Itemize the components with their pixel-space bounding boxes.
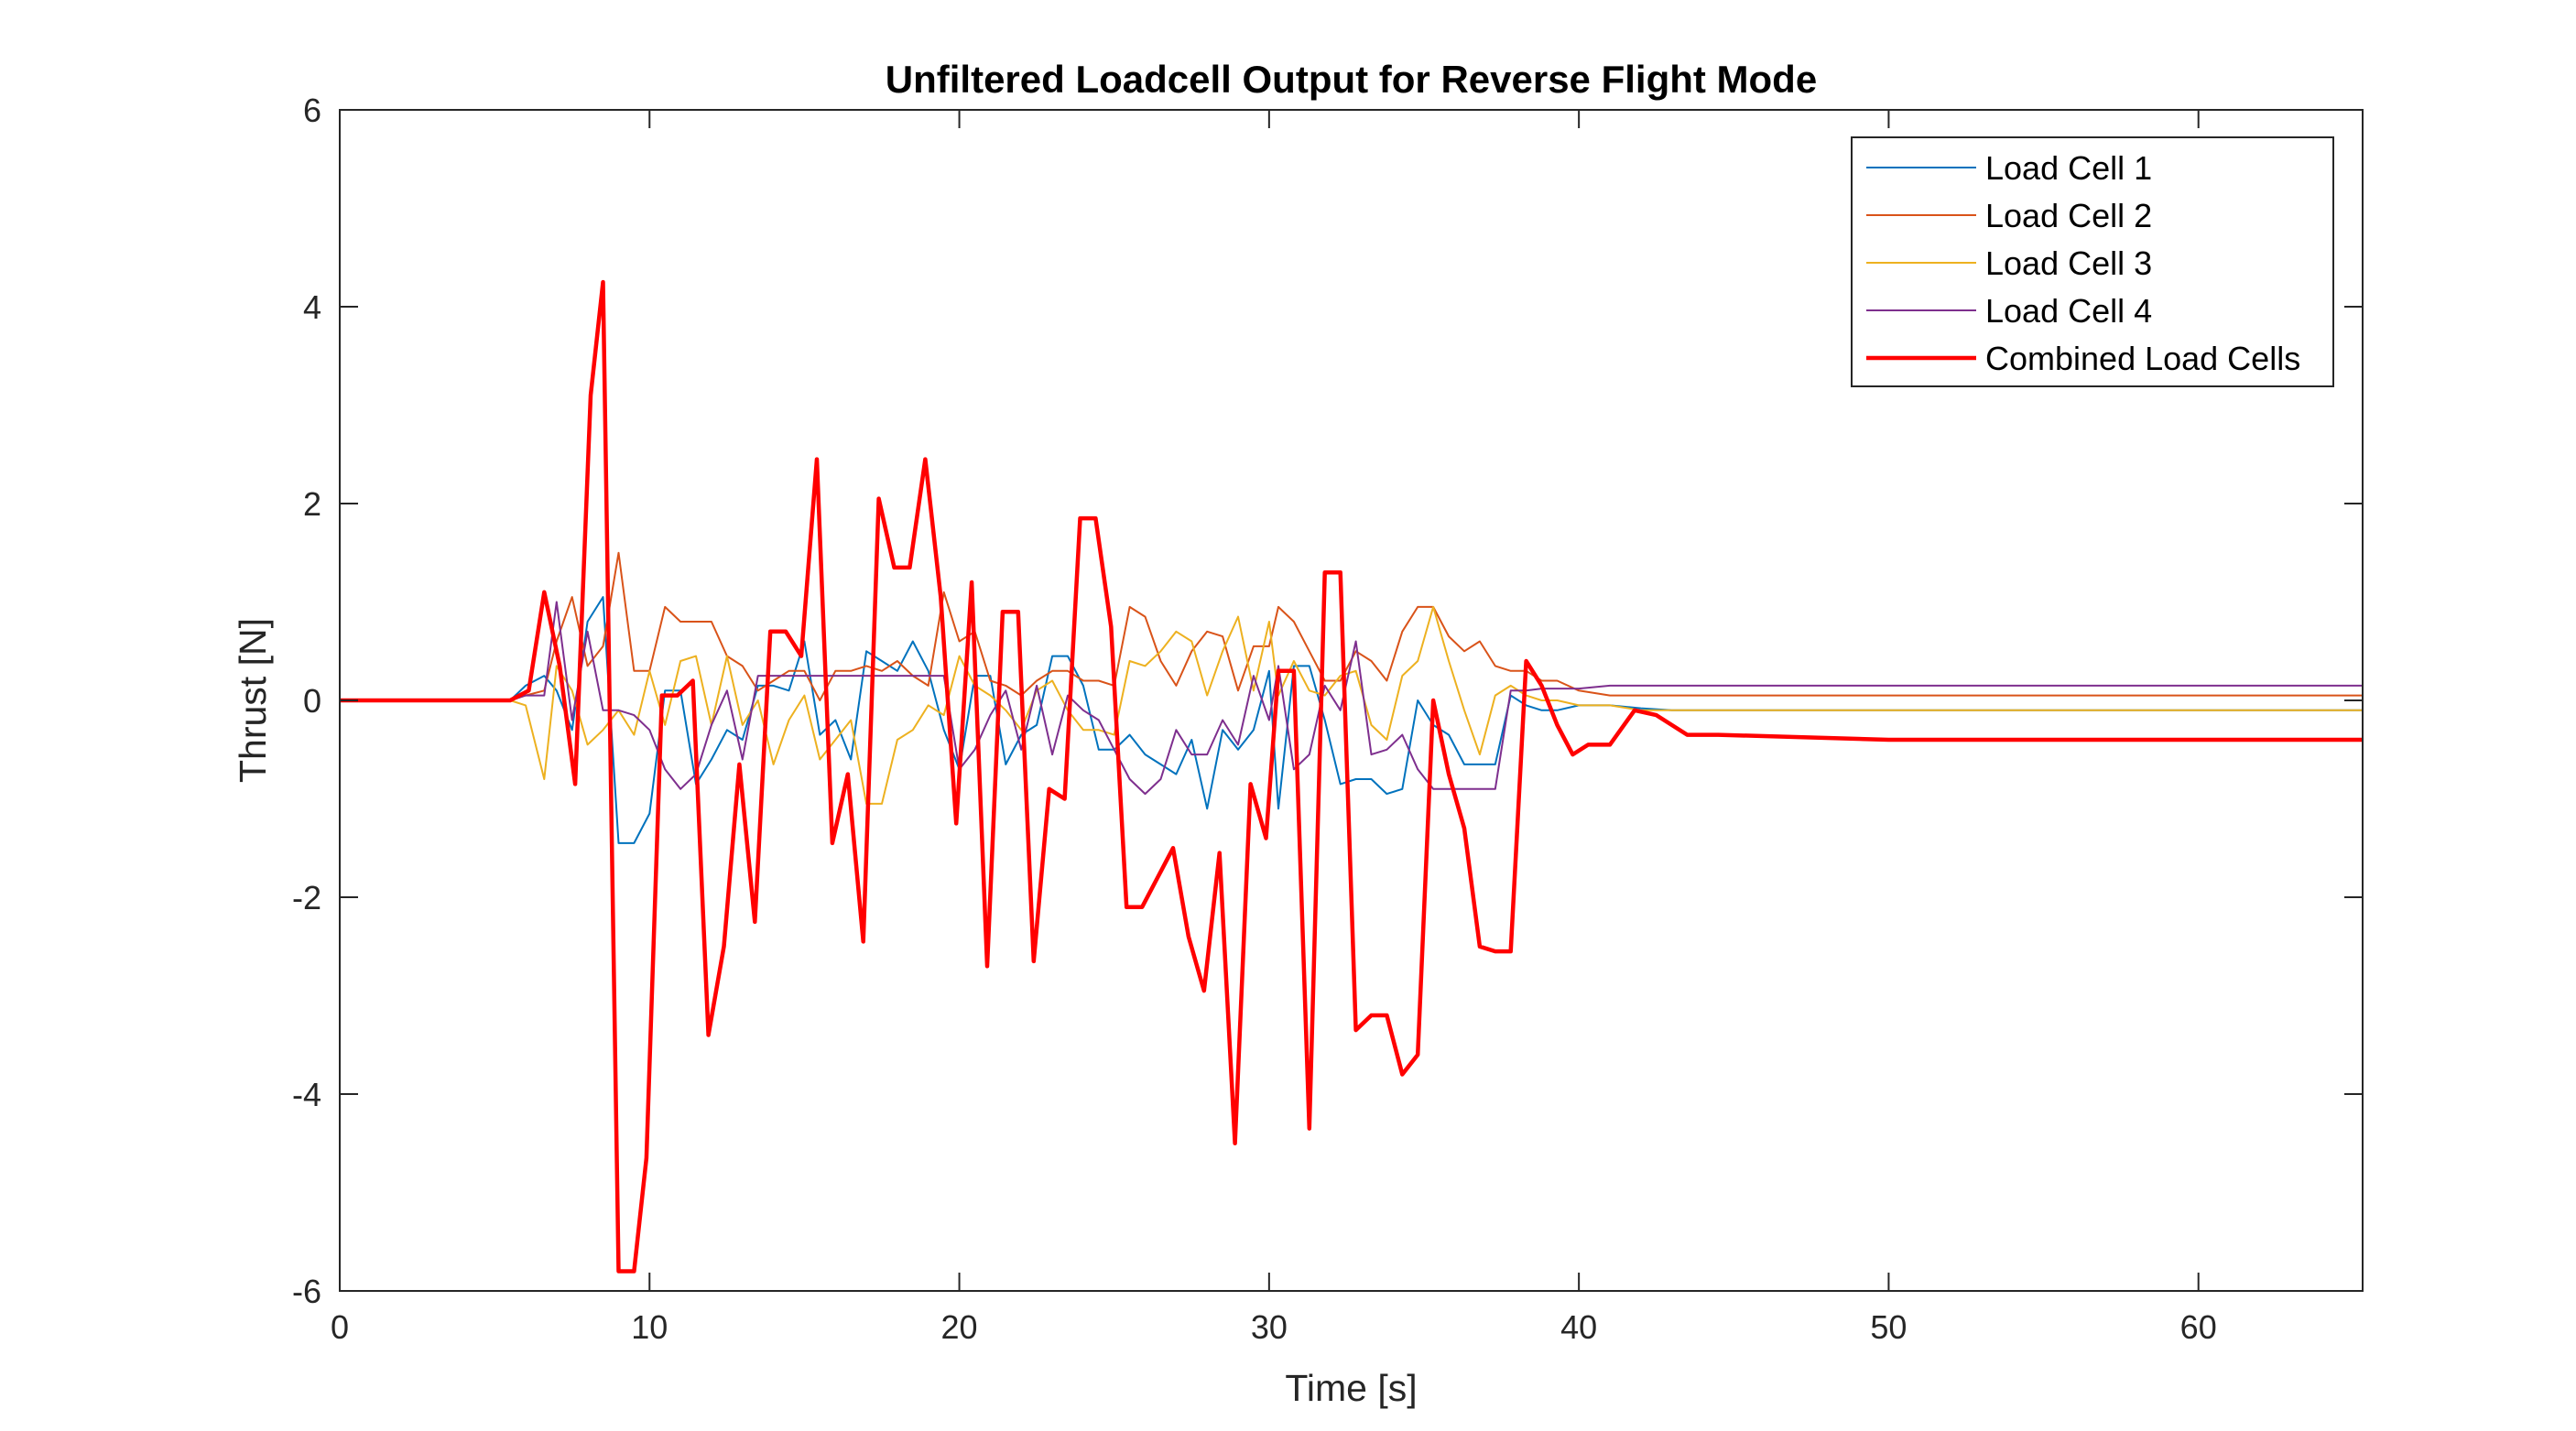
legend: Load Cell 1 Load Cell 2 Load Cell 3 Load Ce…	[1851, 136, 2334, 387]
x-tick-label: 50	[1870, 1308, 1907, 1346]
y-tick-label: -6	[292, 1273, 321, 1310]
y-tick-label: -4	[292, 1076, 321, 1113]
legend-label-5: Combined Load Cells	[1985, 340, 2300, 377]
x-tick-label: 10	[631, 1308, 668, 1346]
y-tick-label: 2	[303, 485, 321, 523]
series-line-2	[340, 551, 2363, 701]
y-tick-label: -2	[292, 879, 321, 916]
x-axis-label: Time [s]	[1285, 1367, 1417, 1409]
chart-title: Unfiltered Loadcell Output for Reverse F…	[886, 58, 1817, 101]
x-tick-label: 40	[1560, 1308, 1597, 1346]
y-tick-label: 0	[303, 682, 321, 720]
series-layer	[340, 279, 2363, 1274]
y-axis-label: Thrust [N]	[232, 618, 274, 783]
x-tick-label: 0	[331, 1308, 349, 1346]
series-line-3	[340, 605, 2363, 805]
legend-label-4: Load Cell 4	[1985, 292, 2152, 330]
y-tick-label: 4	[303, 288, 321, 326]
ticks-layer: 0 10 20 30 40 50 60 -6 -4 -2 0 2 4 6	[292, 92, 2363, 1346]
legend-label-1: Load Cell 1	[1985, 149, 2152, 187]
legend-label-2: Load Cell 2	[1985, 197, 2152, 234]
x-tick-label: 20	[941, 1308, 978, 1346]
series-line-5	[340, 279, 2363, 1274]
legend-label-3: Load Cell 3	[1985, 244, 2152, 282]
y-tick-label: 6	[303, 92, 321, 129]
x-tick-label: 30	[1251, 1308, 1288, 1346]
legend-entries: Load Cell 1 Load Cell 2 Load Cell 3 Load Ce…	[1866, 149, 2300, 377]
x-tick-label: 60	[2180, 1308, 2217, 1346]
